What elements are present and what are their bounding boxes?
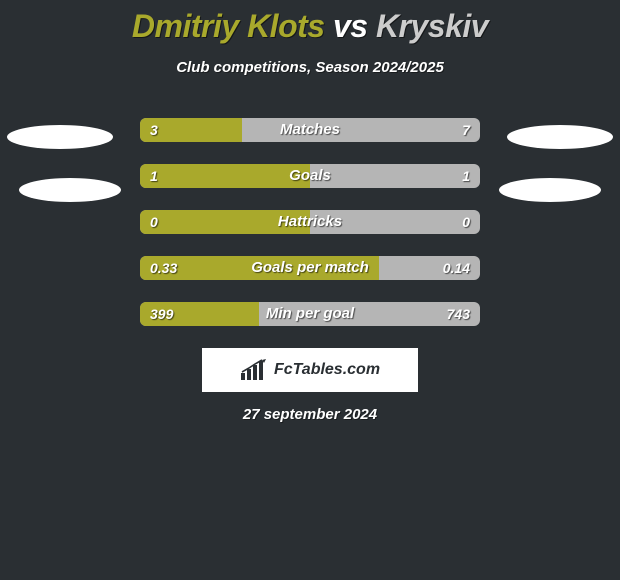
stat-bar [140, 210, 480, 234]
stat-value-left: 1 [150, 164, 158, 188]
date-text: 27 september 2024 [0, 406, 620, 423]
stat-value-left: 3 [150, 118, 158, 142]
stat-row: 37Matches [0, 118, 620, 142]
stat-value-left: 0.33 [150, 256, 177, 280]
stat-bar [140, 302, 480, 326]
player2-name: Kryskiv [376, 8, 488, 44]
stat-value-right: 7 [462, 118, 470, 142]
stat-row: 0.330.14Goals per match [0, 256, 620, 280]
stat-value-right: 743 [447, 302, 470, 326]
stat-bar-fill [140, 210, 310, 234]
stats-rows: 37Matches11Goals00Hattricks0.330.14Goals… [0, 118, 620, 326]
stat-value-left: 0 [150, 210, 158, 234]
stat-bar [140, 118, 480, 142]
stat-row: 11Goals [0, 164, 620, 188]
footer-logo[interactable]: FcTables.com [202, 348, 418, 392]
subtitle: Club competitions, Season 2024/2025 [0, 59, 620, 76]
stat-value-right: 0 [462, 210, 470, 234]
stat-row: 00Hattricks [0, 210, 620, 234]
footer-brand-text: FcTables.com [274, 361, 380, 379]
stat-bar [140, 256, 480, 280]
stat-row: 399743Min per goal [0, 302, 620, 326]
stat-value-right: 1 [462, 164, 470, 188]
vs-text: vs [333, 8, 368, 44]
stat-bar-fill [140, 164, 310, 188]
stat-bar [140, 164, 480, 188]
comparison-title: Dmitriy Klots vs Kryskiv [0, 0, 620, 45]
player1-name: Dmitriy Klots [132, 8, 325, 44]
chart-icon [240, 359, 268, 381]
stat-value-left: 399 [150, 302, 173, 326]
stat-value-right: 0.14 [443, 256, 470, 280]
